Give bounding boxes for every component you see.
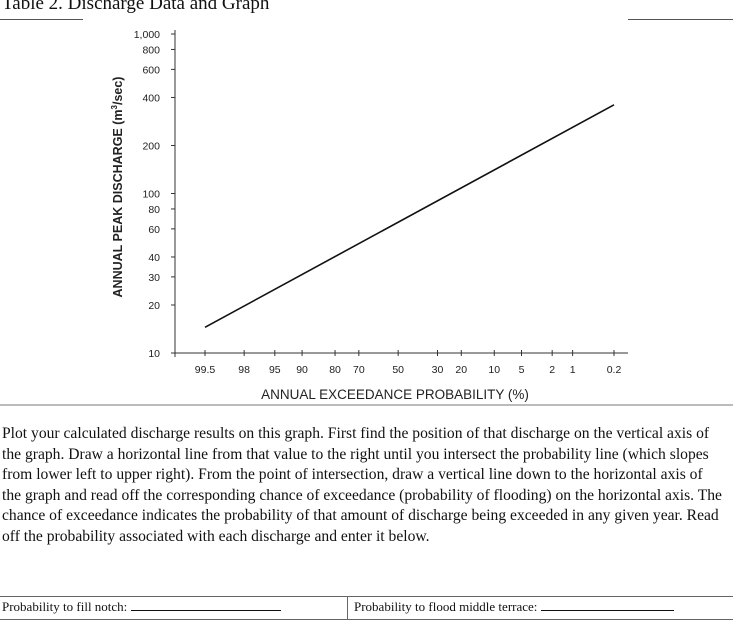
series-layer — [204, 104, 615, 329]
x-tick-label: 2 — [549, 364, 555, 376]
x-axis-label: ANNUAL EXCEEDANCE PROBABILITY (%) — [261, 387, 529, 402]
fill-notch-label: Probability to fill notch: — [2, 599, 128, 614]
y-tick-label: 80 — [148, 204, 160, 216]
y-axis: 1,000 800 600 400 200 100 80 60 40 30 20 10 — [134, 29, 176, 360]
answer-row: Probability to fill notch: Probability t… — [0, 596, 733, 620]
instructions-paragraph: Plot your calculated discharge results o… — [2, 425, 722, 545]
x-tick-label: 99.5 — [195, 364, 216, 376]
fill-notch-answer-blank[interactable] — [130, 597, 281, 611]
y-axis-label: ANNUAL PEAK DISCHARGE (m3/sec) — [110, 77, 125, 298]
x-tick-label: 0.2 — [607, 364, 622, 376]
y-tick-label: 200 — [142, 140, 160, 152]
middle-terrace-answer-blank[interactable] — [540, 597, 674, 611]
probability-line — [204, 104, 615, 329]
y-axis-label-main: ANNUAL PEAK DISCHARGE (m — [111, 109, 125, 297]
y-tick-label: 800 — [142, 44, 160, 56]
y-tick-label: 600 — [142, 64, 160, 76]
x-tick-label: 30 — [432, 364, 444, 376]
y-tick-label: 30 — [148, 272, 160, 284]
x-axis: 99.5 98 95 90 80 70 50 30 20 10 5 2 1 0.2 — [175, 350, 628, 376]
table-title: Table 2. Discharge Data and Graph — [2, 0, 270, 14]
x-tick-label: 70 — [353, 364, 365, 376]
middle-terrace-label: Probability to flood middle terrace: — [354, 599, 538, 614]
y-tick-label: 10 — [148, 348, 160, 360]
x-tick-label: 1 — [570, 364, 576, 376]
x-tick-label: 80 — [329, 364, 341, 376]
x-tick-label: 10 — [488, 364, 500, 376]
x-tick-label: 5 — [519, 364, 525, 376]
x-tick-label: 50 — [392, 364, 404, 376]
x-tick-label: 95 — [269, 364, 281, 376]
y-tick-label: 60 — [148, 224, 160, 236]
title-rule-left — [0, 19, 83, 20]
y-axis-label-superscript: 3 — [110, 104, 119, 109]
title-rule-right — [628, 19, 733, 20]
fill-notch-cell: Probability to fill notch: — [2, 597, 342, 619]
x-tick-label: 98 — [238, 364, 250, 376]
middle-terrace-cell: Probability to flood middle terrace: — [347, 597, 733, 619]
y-tick-label: 20 — [148, 300, 160, 312]
x-tick-label: 20 — [455, 364, 467, 376]
x-tick-label: 90 — [296, 364, 308, 376]
y-axis-label-tail: /sec) — [111, 77, 125, 106]
y-tick-label: 1,000 — [134, 29, 160, 41]
y-tick-label: 40 — [148, 252, 160, 264]
y-tick-label: 400 — [142, 92, 160, 104]
y-tick-label: 100 — [142, 189, 160, 201]
